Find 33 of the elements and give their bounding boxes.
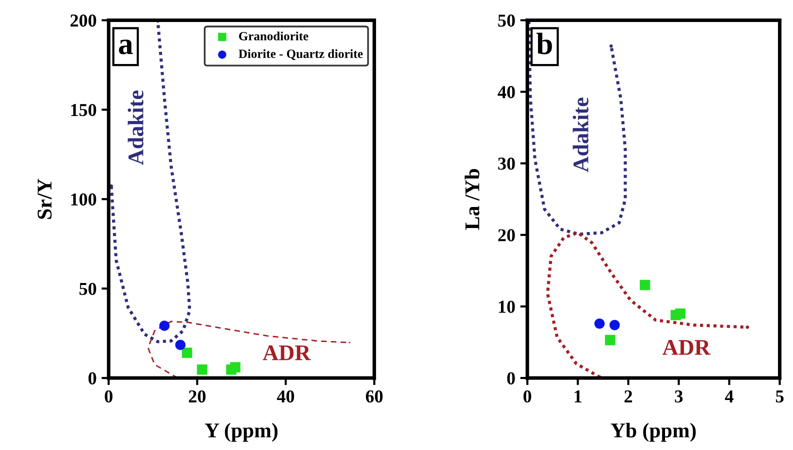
y-tick-label: 30 <box>498 158 515 170</box>
y-tick-label: 50 <box>498 14 515 27</box>
x-axis-title: Yb (ppm) <box>610 422 696 442</box>
annotation: b <box>536 32 552 54</box>
y-tick-label: 10 <box>498 300 515 313</box>
y-axis-title: La /Yb <box>464 169 480 230</box>
y-tick-label: 150 <box>71 104 96 116</box>
annotation: ADR <box>662 340 711 355</box>
x-tick-label: 5 <box>776 390 784 403</box>
x-tick-label: 4 <box>724 390 734 402</box>
y-tick-label: 200 <box>70 14 96 27</box>
legend-label: Granodiorite <box>239 32 308 40</box>
x-tick-label: 0 <box>524 390 532 403</box>
x-tick-label: 20 <box>188 390 206 403</box>
y-tick-label: 50 <box>80 282 96 296</box>
legend-label: Diorite - Quartz diorite <box>238 49 363 60</box>
x-tick-label: 0 <box>104 390 112 403</box>
x-tick-label: 40 <box>276 390 294 403</box>
annotation: ADR <box>262 345 311 360</box>
y-axis-title: Sr/Y <box>38 178 52 219</box>
x-tick-label: 1 <box>574 390 582 402</box>
y-tick-label: 40 <box>498 86 515 98</box>
x-axis-title: Y (ppm) <box>204 422 278 442</box>
x-tick-label: 2 <box>624 390 632 402</box>
y-tick-label: 100 <box>71 193 96 206</box>
y-tick-label: 0 <box>507 372 515 384</box>
annotation: Adakite <box>128 90 144 166</box>
y-tick-label: 0 <box>88 372 96 384</box>
x-tick-label: 3 <box>674 390 683 403</box>
x-tick-label: 60 <box>366 390 383 403</box>
y-tick-label: 20 <box>498 229 515 242</box>
annotation: Adakite <box>572 98 588 172</box>
annotation: a <box>118 40 133 54</box>
